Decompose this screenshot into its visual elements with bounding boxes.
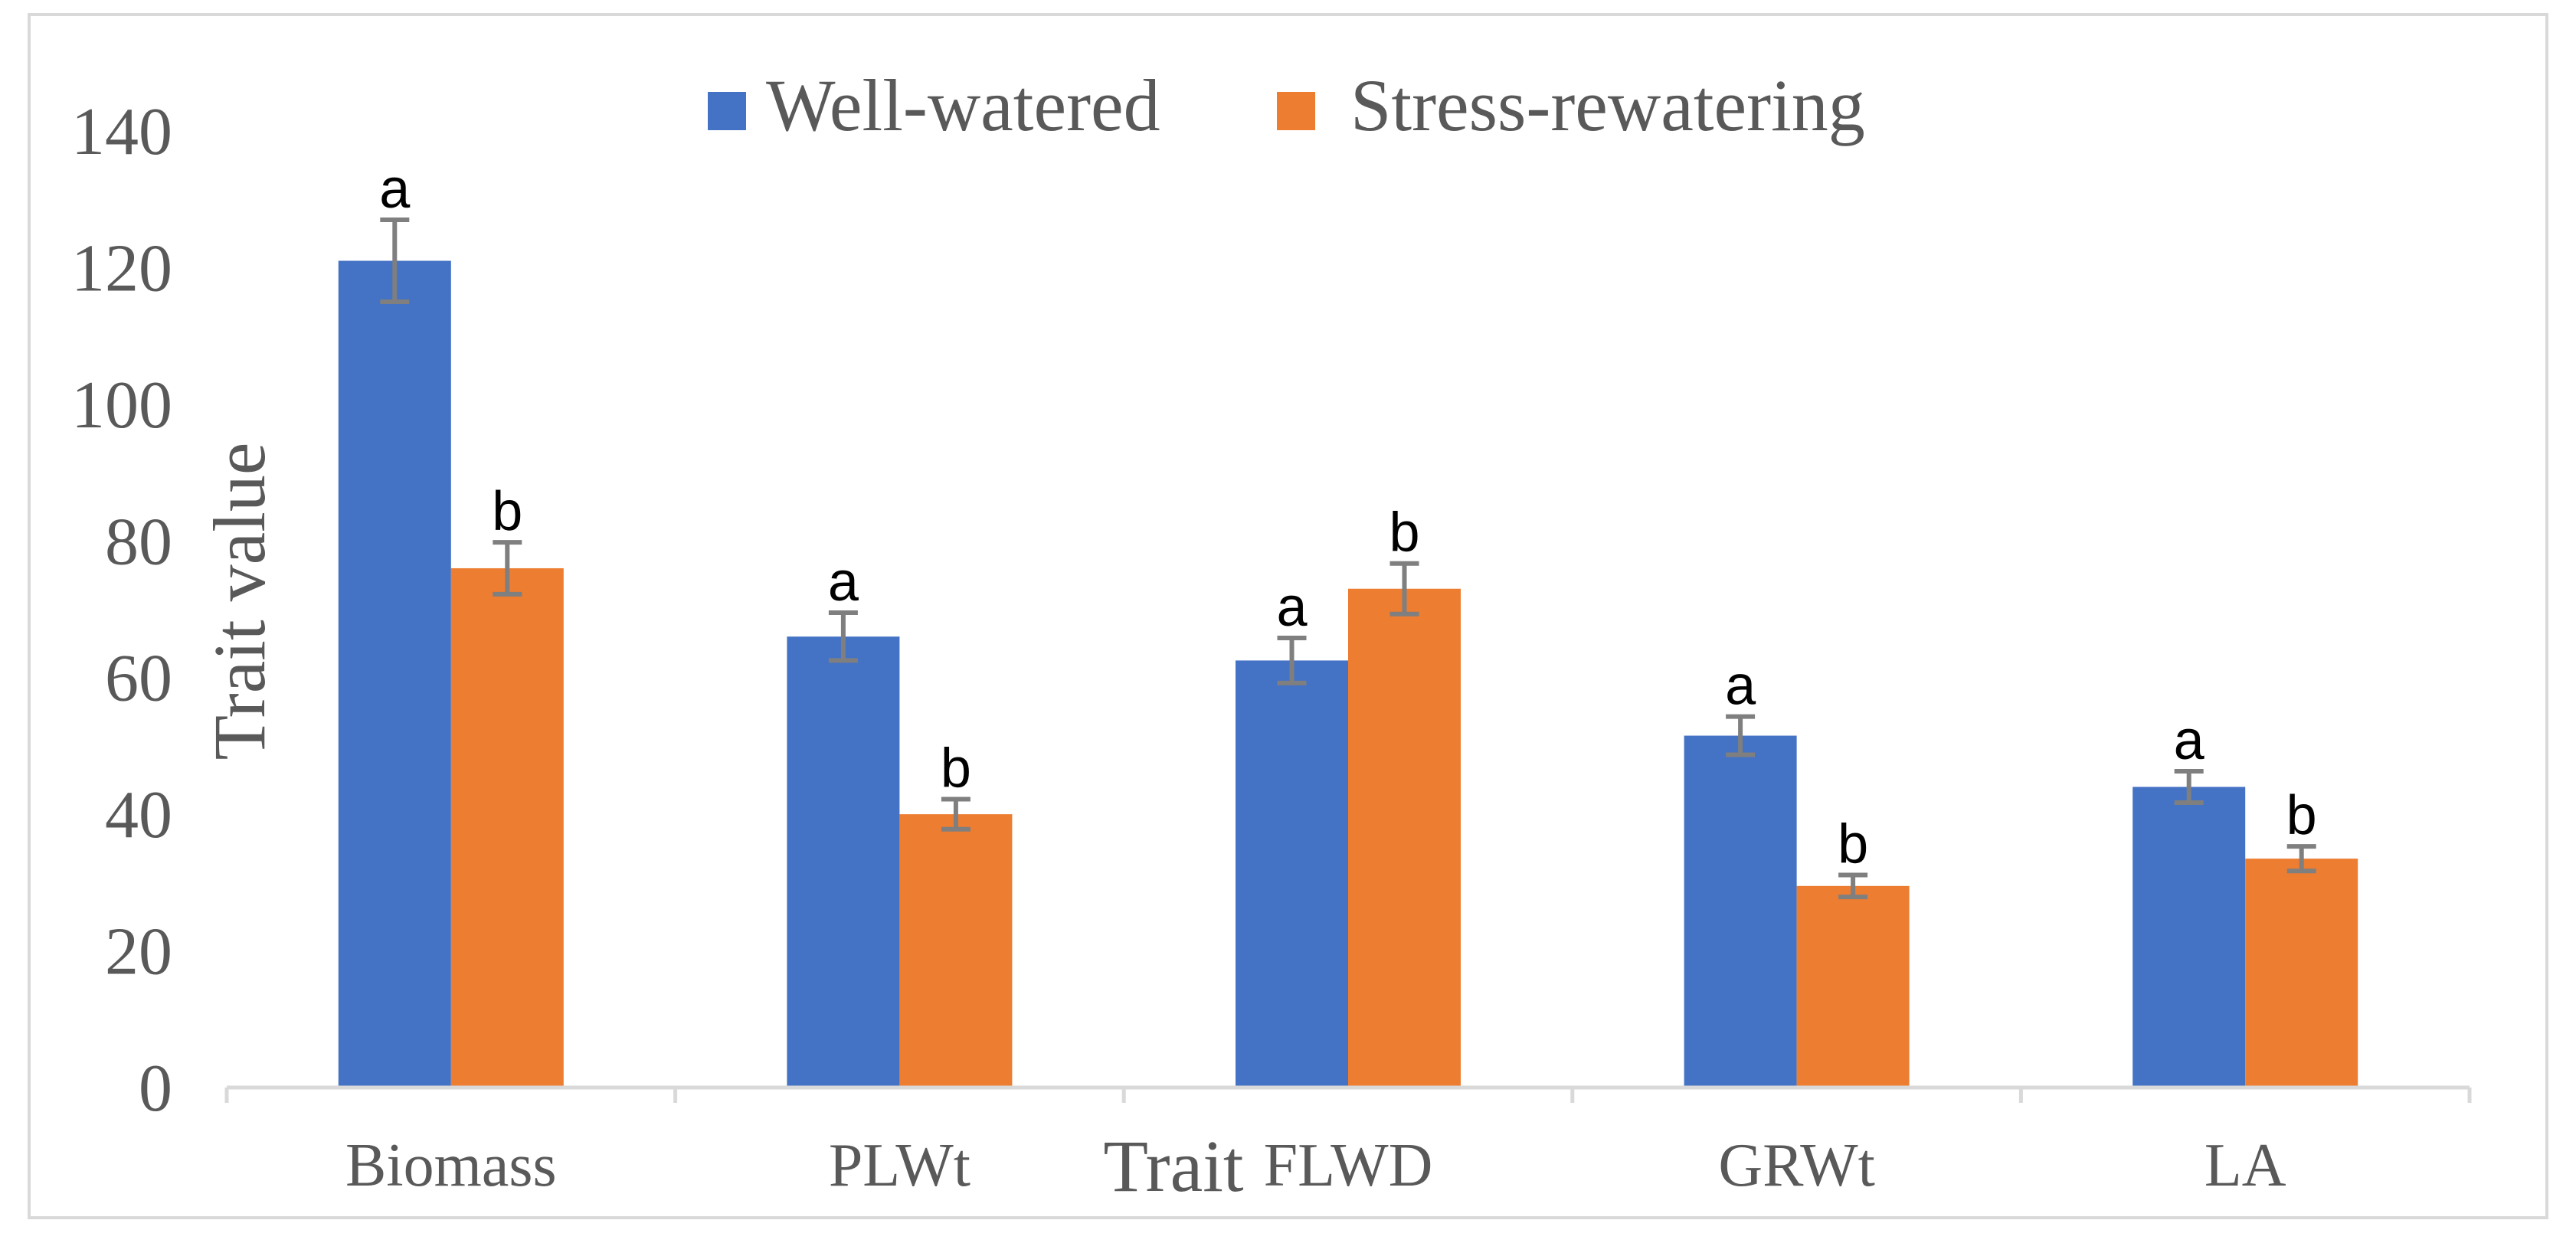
legend-label-stress-rewatering: Stress-rewatering: [1350, 64, 1865, 146]
error-bar-grwt-well-watered: [1726, 714, 1756, 757]
x-axis: [224, 1085, 2472, 1103]
bar-grwt-well-watered: [1684, 735, 1797, 1088]
error-bar-la-well-watered: [2174, 768, 2204, 805]
error-bar-flwd-well-watered: [1277, 635, 1307, 685]
y-tick-label-140: 140: [71, 95, 172, 169]
bar-series: [338, 260, 2358, 1088]
x-tick-label-grwt: GRWt: [1718, 1132, 1874, 1199]
significance-letter-la-well-watered: a: [2174, 710, 2205, 771]
bar-la-stress-rewatering: [2245, 859, 2358, 1088]
x-tick-label-plwt: PLWt: [829, 1132, 971, 1199]
bar-plwt-well-watered: [787, 636, 900, 1088]
y-tick-label-100: 100: [71, 368, 172, 443]
significance-letter-la-stress-rewatering: b: [2286, 785, 2317, 846]
significance-letter-plwt-well-watered: a: [828, 551, 859, 613]
significance-letter-flwd-stress-rewatering: b: [1389, 502, 1419, 564]
legend: Well-watered Stress-rewatering: [708, 64, 1865, 146]
error-bar-plwt-well-watered: [828, 610, 858, 663]
y-axis-title: Trait value: [198, 442, 280, 760]
x-tick-label-biomass: Biomass: [345, 1132, 557, 1199]
significance-letter-biomass-stress-rewatering: b: [492, 481, 522, 542]
error-bar-la-stress-rewatering: [2286, 844, 2316, 874]
error-bar-flwd-stress-rewatering: [1389, 561, 1419, 617]
bar-grwt-stress-rewatering: [1796, 885, 1910, 1088]
bar-flwd-well-watered: [1236, 660, 1348, 1088]
x-tick-label-flwd: FLWD: [1264, 1132, 1433, 1199]
y-tick-label-40: 40: [105, 778, 172, 852]
y-tick-label-120: 120: [71, 231, 172, 306]
significance-letter-plwt-stress-rewatering: b: [941, 738, 971, 800]
bar-plwt-stress-rewatering: [899, 814, 1013, 1088]
bar-la-well-watered: [2132, 787, 2246, 1088]
bar-biomass-stress-rewatering: [450, 568, 564, 1088]
y-tick-label-0: 0: [139, 1052, 172, 1126]
x-tick-label-la: LA: [2204, 1132, 2286, 1199]
y-tick-label-80: 80: [105, 505, 172, 579]
significance-letters: a b a b a b a b a b: [379, 159, 2316, 875]
significance-letter-flwd-well-watered: a: [1276, 577, 1308, 638]
x-axis-title: Trait: [1103, 1125, 1244, 1207]
error-bars: [380, 217, 2316, 900]
legend-swatch-well-watered: [708, 92, 746, 130]
significance-letter-grwt-stress-rewatering: b: [1838, 814, 1868, 875]
significance-letter-biomass-well-watered: a: [379, 159, 411, 220]
error-bar-biomass-stress-rewatering: [493, 540, 522, 597]
legend-swatch-stress-rewatering: [1277, 92, 1315, 130]
y-axis-ticks: 0 20 40 60 80 100 120 140: [71, 95, 172, 1126]
legend-label-well-watered: Well-watered: [766, 64, 1160, 146]
y-tick-label-60: 60: [105, 642, 172, 716]
error-bar-biomass-well-watered: [380, 217, 410, 305]
x-axis-tick-labels: Biomass PLWt FLWD GRWt LA: [345, 1132, 2286, 1199]
y-tick-label-20: 20: [105, 915, 172, 989]
error-bar-plwt-stress-rewatering: [941, 797, 971, 832]
error-bar-grwt-stress-rewatering: [1838, 872, 1868, 900]
significance-letter-grwt-well-watered: a: [1725, 656, 1756, 717]
bar-flwd-stress-rewatering: [1348, 588, 1461, 1088]
bar-biomass-well-watered: [338, 260, 451, 1088]
